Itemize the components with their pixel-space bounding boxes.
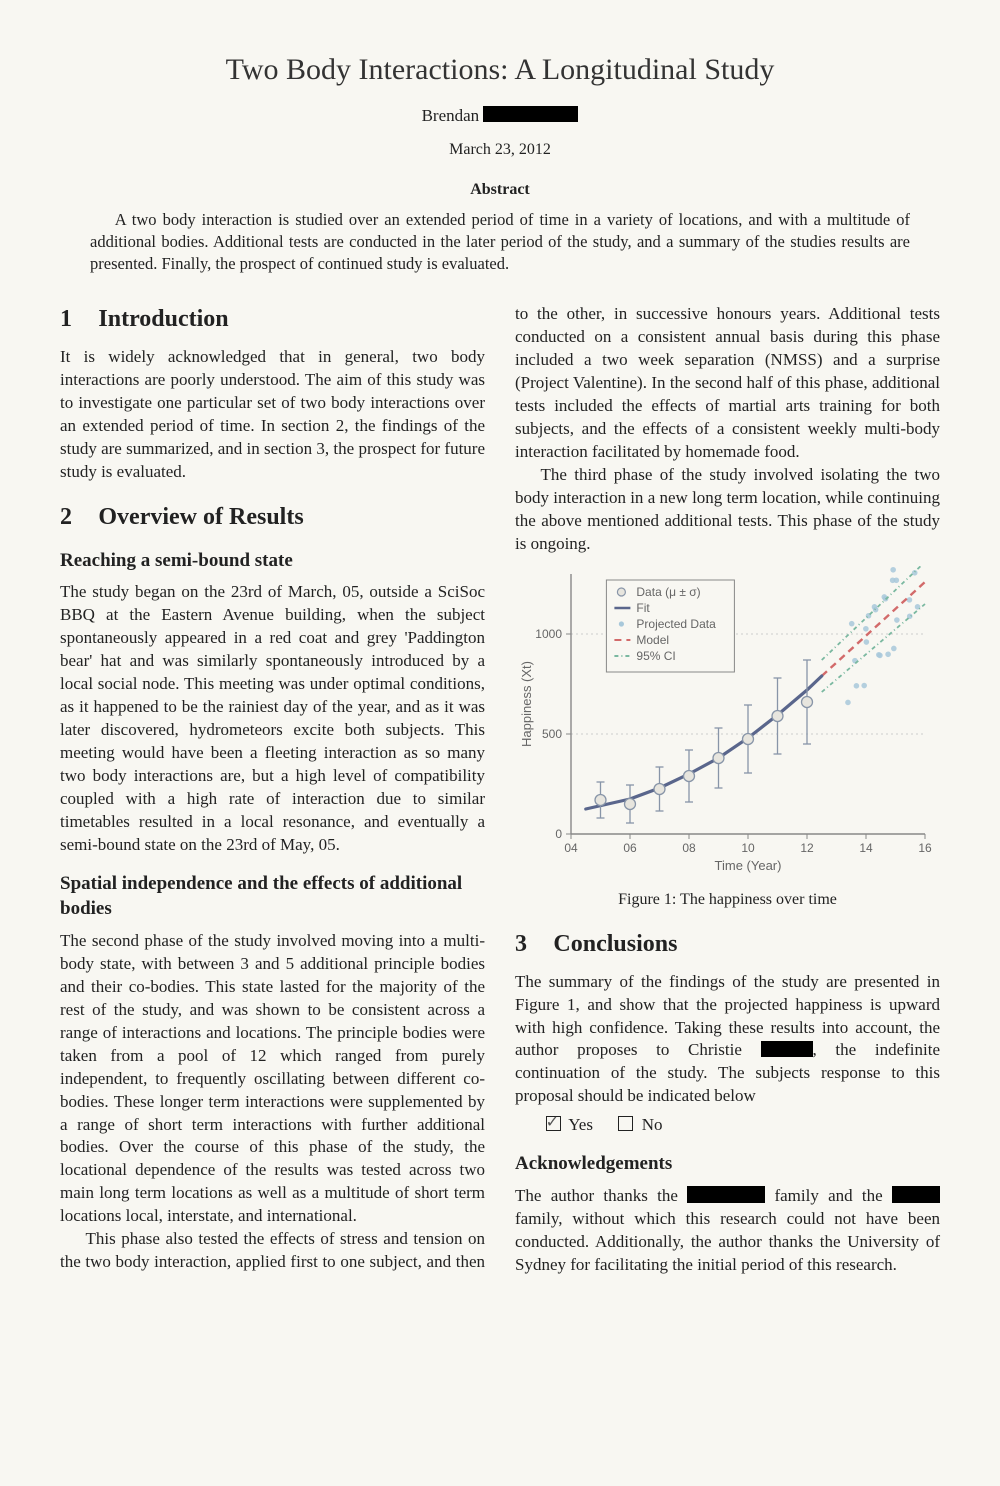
svg-text:Time (Year): Time (Year) (715, 858, 782, 873)
svg-text:10: 10 (741, 841, 755, 855)
checkbox-yes-label: Yes (568, 1115, 593, 1134)
ack-family-1-redacted (687, 1186, 765, 1202)
abstract-heading: Abstract (60, 179, 940, 201)
section-3-title: Conclusions (553, 931, 677, 957)
happiness-chart: 04 06 08 10 12 14 16 0 500 1000 Time (Year) Happine… (515, 566, 935, 876)
svg-text:08: 08 (682, 841, 696, 855)
author-last-redacted (483, 106, 578, 122)
figure-1-caption: Figure 1: The happiness over time (515, 889, 940, 911)
section-2-number: 2 (60, 501, 98, 533)
section-3-heading: 3Conclusions (515, 928, 940, 960)
svg-text:12: 12 (800, 841, 814, 855)
svg-text:Happiness (Xt): Happiness (Xt) (519, 661, 534, 747)
svg-text:06: 06 (623, 841, 637, 855)
paper-date: March 23, 2012 (60, 139, 940, 161)
ack-text-a: The author thanks the (515, 1186, 687, 1205)
section-2-title: Overview of Results (98, 504, 303, 530)
section-1-p1: It is widely acknowledged that in genera… (60, 346, 485, 484)
section-1-number: 1 (60, 303, 98, 335)
svg-text:Model: Model (636, 633, 669, 647)
section-1-heading: 1Introduction (60, 303, 485, 335)
svg-text:04: 04 (564, 841, 578, 855)
svg-text:Fit: Fit (636, 601, 650, 615)
acknowledgements-body: The author thanks the family and the fam… (515, 1185, 940, 1277)
svg-text:500: 500 (542, 727, 562, 741)
section-3-p1: The summary of the findings of the study… (515, 971, 940, 1109)
svg-text:95% CI: 95% CI (636, 649, 675, 663)
acknowledgements-heading: Acknowledgements (515, 1151, 940, 1177)
checkbox-no[interactable] (618, 1116, 633, 1131)
section-2-heading: 2Overview of Results (60, 501, 485, 533)
proposal-response-row: Yes No (546, 1114, 940, 1137)
paper-author: Brendan (60, 105, 940, 128)
svg-text:1000: 1000 (535, 627, 562, 641)
svg-text:Projected Data: Projected Data (636, 617, 716, 631)
abstract-body: A two body interaction is studied over a… (90, 209, 910, 276)
ack-text-c: family, without which this research coul… (515, 1209, 940, 1274)
section-2-p1: The study began on the 23rd of March, 05… (60, 581, 485, 856)
svg-text:Data (μ ± σ): Data (μ ± σ) (636, 585, 700, 599)
proposee-last-redacted (761, 1041, 813, 1057)
checkbox-yes[interactable] (546, 1116, 561, 1131)
figure-1: 04 06 08 10 12 14 16 0 500 1000 Time (Year) Happine… (515, 566, 940, 911)
author-first: Brendan (422, 106, 480, 125)
paper-title: Two Body Interactions: A Longitudinal St… (60, 50, 940, 91)
checkbox-no-label: No (642, 1115, 663, 1134)
ack-text-b: family and the (765, 1186, 892, 1205)
svg-text:0: 0 (555, 827, 562, 841)
section-3-number: 3 (515, 928, 553, 960)
svg-text:14: 14 (859, 841, 873, 855)
ack-family-2-redacted (892, 1186, 940, 1202)
svg-text:16: 16 (918, 841, 932, 855)
section-1-title: Introduction (98, 306, 228, 332)
section-2-p4: The third phase of the study involved is… (515, 464, 940, 556)
section-2-sub-b: Spatial independence and the effects of … (60, 871, 485, 922)
section-2-p2: The second phase of the study involved m… (60, 930, 485, 1228)
section-2-sub-a: Reaching a semi-bound state (60, 548, 485, 574)
